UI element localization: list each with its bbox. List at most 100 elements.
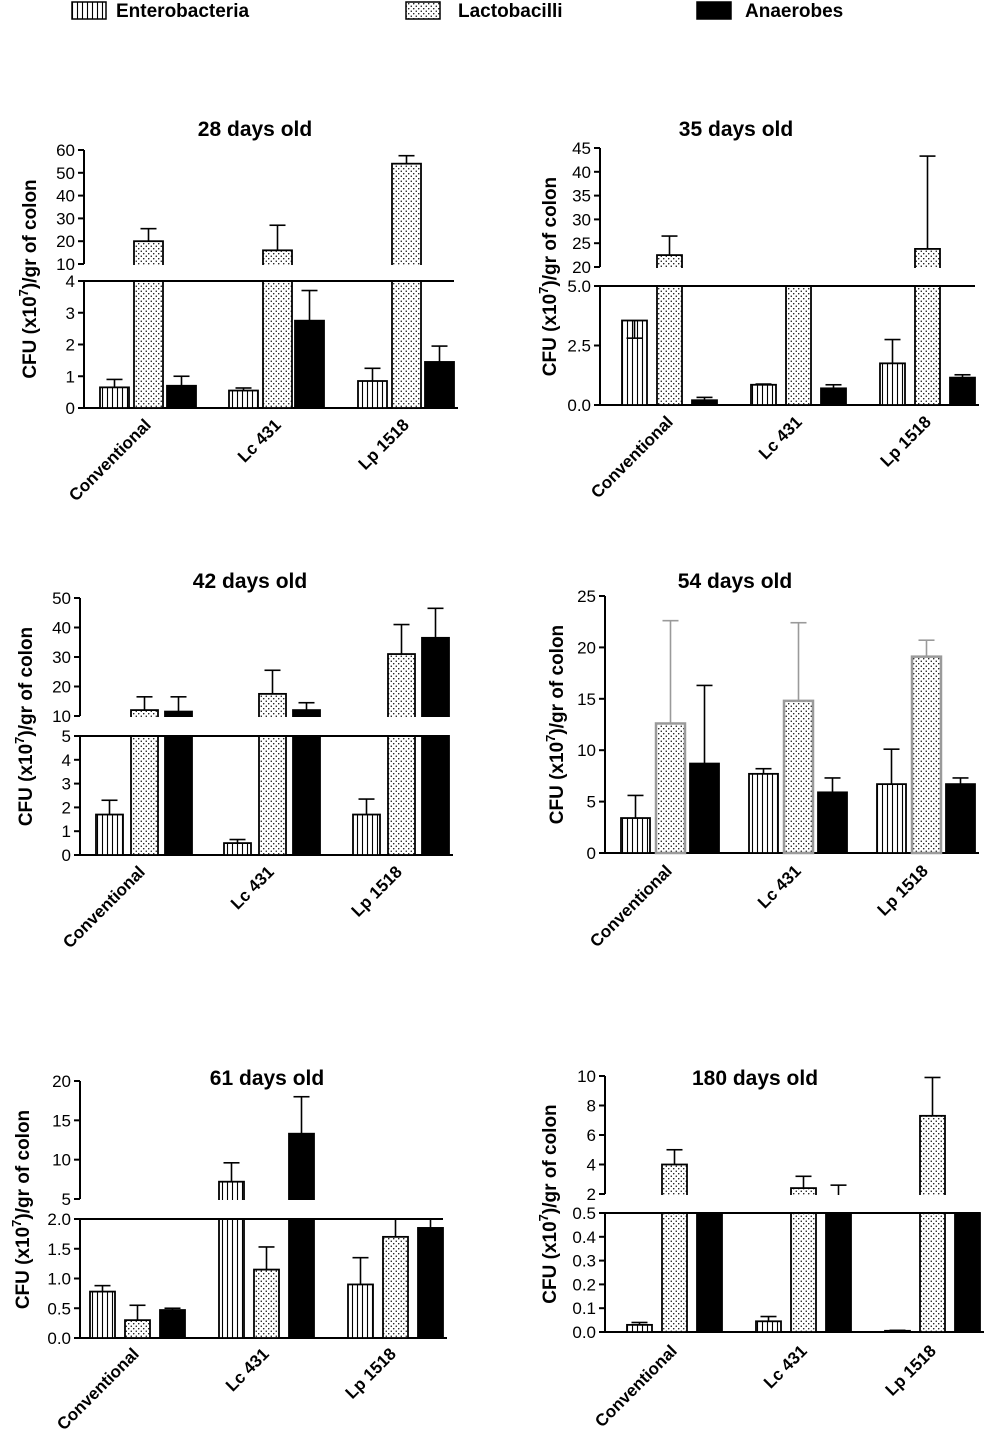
y-tick-label: 15 — [52, 1111, 71, 1130]
bar-enterobacteria-3 — [352, 813, 381, 856]
category-label-2: Lc 431 — [227, 862, 278, 913]
bar-anaerobes-2 — [820, 387, 847, 406]
y-tick-label: 10 — [52, 1151, 71, 1170]
y-tick-label: 1 — [66, 367, 75, 386]
bar-enterobacteria-1 — [626, 1323, 653, 1333]
y-tick-label: 2.0 — [47, 1210, 71, 1229]
legend-swatch-enterobacteria — [71, 1, 107, 20]
y-tick-label: 50 — [56, 164, 75, 183]
bar-enterobacteria-3 — [357, 380, 388, 409]
bar-lactobacilli-2 — [785, 285, 812, 406]
y-tick-label: 10 — [52, 707, 71, 726]
bar-enterobacteria-1 — [95, 813, 124, 856]
bar-anaerobes-1 — [691, 399, 718, 406]
category-label-2: Lc 431 — [760, 1341, 811, 1392]
y-tick-label: 60 — [56, 141, 75, 160]
y-tick-label: 25 — [577, 587, 596, 606]
y-tick-label: 5.0 — [567, 277, 591, 296]
bar-enterobacteria-3 — [347, 1283, 374, 1339]
bar-anaerobes-2 — [294, 319, 325, 409]
chart-panel-3: 42 days old CFU (x107)/gr of colon 0 1 2 3 4 51… — [12, 570, 453, 952]
y-axis-label: CFU (x107)/gr of colon — [16, 179, 41, 378]
legend-item-anaerobes: Anaerobes — [696, 1, 843, 22]
legend-label-anaerobes: Anaerobes — [745, 1, 843, 22]
y-tick-label: 5 — [62, 727, 71, 746]
y-tick-label: 2 — [587, 1185, 596, 1204]
bar-enterobacteria-3 — [876, 783, 907, 854]
category-label-1: Conventional — [65, 415, 155, 505]
y-tick-label: 1.0 — [47, 1270, 71, 1289]
bar-enterobacteria-2 — [748, 772, 779, 854]
bar-anaerobes-1 — [159, 1309, 186, 1339]
y-tick-label: 6 — [587, 1126, 596, 1145]
y-tick-label: 40 — [52, 619, 71, 638]
y-tick-label: 2.5 — [567, 337, 591, 356]
axis-break-gap — [72, 717, 451, 735]
y-axis-label: CFU (x107)/gr of colon — [543, 625, 568, 824]
bar-lactobacilli-3 — [910, 655, 943, 855]
y-tick-label: 1.5 — [47, 1240, 71, 1259]
legend-swatch-lactobacilli — [405, 1, 441, 20]
y-tick-label: 20 — [52, 678, 71, 697]
category-label-2: Lc 431 — [754, 861, 805, 912]
y-tick-label: 10 — [577, 741, 596, 760]
y-axis-label: CFU (x107)/gr of colon — [9, 1110, 34, 1309]
y-tick-label: 10 — [577, 1067, 596, 1086]
y-tick-label: 40 — [56, 187, 75, 206]
category-label-3: Lp 1518 — [355, 415, 413, 473]
bar-lactobacilli-3 — [919, 1114, 946, 1333]
y-tick-label: 0 — [587, 844, 596, 863]
y-axis-label: CFU (x107)/gr of colon — [12, 627, 37, 826]
chart-panel-2: 35 days old CFU (x107)/gr of colon 0.0 2.5 5… — [536, 118, 979, 502]
category-label-2: Lc 431 — [755, 412, 806, 463]
category-label-3: Lp 1518 — [348, 862, 406, 920]
y-axis-label: CFU (x107)/gr of colon — [536, 177, 561, 376]
legend-item-lactobacilli: Lactobacilli — [405, 1, 563, 22]
y-tick-label: 30 — [572, 210, 591, 229]
chart-panel-6: 180 days old CFU (x107)/gr of colon 0.0 0.1… — [536, 1067, 984, 1431]
category-label-2: Lc 431 — [222, 1344, 273, 1395]
y-tick-label: 4 — [62, 751, 71, 770]
bar-anaerobes-2 — [817, 791, 848, 854]
legend-item-enterobacteria: Enterobacteria — [71, 1, 249, 22]
y-tick-label: 0.5 — [572, 1204, 596, 1223]
y-tick-label: 45 — [572, 139, 591, 158]
bar-enterobacteria-1 — [89, 1290, 116, 1339]
bar-enterobacteria-3 — [879, 362, 906, 406]
bar-anaerobes-3 — [424, 361, 455, 409]
chart-title: 54 days old — [678, 570, 792, 593]
category-label-3: Lp 1518 — [874, 861, 932, 919]
legend-swatch-anaerobes — [696, 1, 732, 20]
bar-enterobacteria-1 — [620, 817, 651, 854]
y-tick-label: 4 — [66, 272, 75, 291]
axis-break-gap — [76, 265, 456, 280]
chart-title: 61 days old — [210, 1067, 324, 1090]
bar-anaerobes-1 — [696, 1212, 723, 1333]
y-tick-label: 30 — [56, 209, 75, 228]
y-tick-label: 50 — [52, 589, 71, 608]
y-tick-label: 15 — [577, 690, 596, 709]
bar-anaerobes-3 — [417, 1227, 444, 1339]
y-tick-label: 40 — [572, 163, 591, 182]
category-label-2: Lc 431 — [234, 415, 285, 466]
y-tick-label: 35 — [572, 187, 591, 206]
y-tick-label: 0.0 — [47, 1329, 71, 1348]
bar-anaerobes-3 — [954, 1212, 981, 1333]
bar-anaerobes-2 — [288, 1132, 315, 1339]
category-label-1: Conventional — [591, 1341, 681, 1431]
chart-title: 28 days old — [198, 118, 312, 141]
y-tick-label: 0.4 — [572, 1228, 596, 1247]
legend-label-enterobacteria: Enterobacteria — [116, 1, 249, 22]
category-label-1: Conventional — [587, 412, 677, 502]
bar-enterobacteria-1 — [99, 386, 130, 409]
bar-anaerobes-3 — [421, 636, 450, 856]
y-tick-label: 4 — [587, 1156, 596, 1175]
y-tick-label: 5 — [62, 1190, 71, 1209]
bar-lactobacilli-1 — [654, 722, 687, 855]
y-tick-label: 0 — [66, 399, 75, 418]
y-tick-label: 10 — [56, 255, 75, 274]
category-label-3: Lp 1518 — [882, 1341, 940, 1399]
y-tick-label: 0.5 — [47, 1299, 71, 1318]
chart-panel-5: 61 days old CFU (x107)/gr of colon 0.0 0.5 1… — [9, 1067, 447, 1434]
